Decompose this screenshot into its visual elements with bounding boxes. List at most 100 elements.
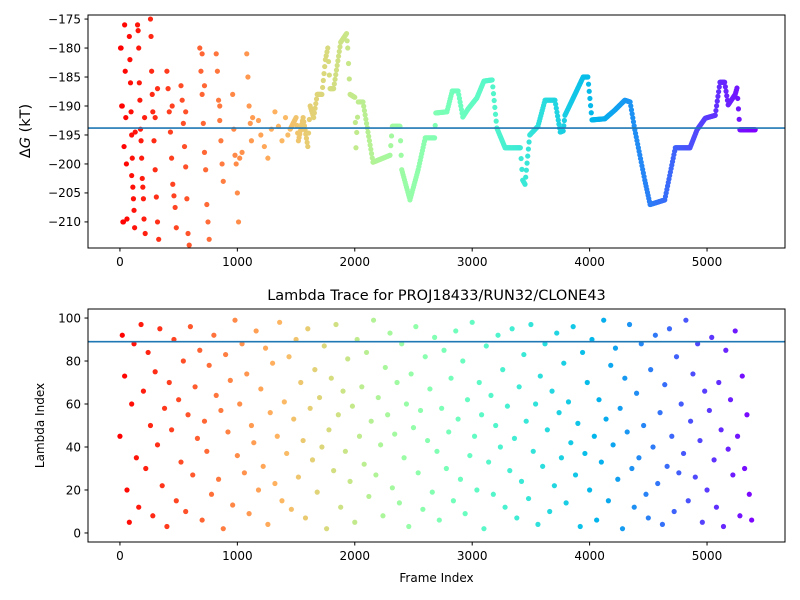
lambda-point [648,367,654,373]
x-tick-label: 4000 [574,255,605,269]
lambda-point [361,461,367,467]
delta-g-trace-point [628,107,635,113]
lambda-point [201,418,208,424]
lambda-point [673,354,680,360]
x-tick-label: 5000 [692,255,723,269]
delta-g-trace-point [523,167,529,173]
delta-g-point [215,97,222,103]
lambda-point [154,442,161,448]
lambda-point [392,431,398,437]
lambda-x-ticks: 0 1000 2000 3000 4000 5000 [116,542,722,563]
delta-g-trace-point [332,76,338,82]
lambda-point [347,478,353,484]
lambda-point [690,371,696,377]
lambda-point [582,450,588,457]
delta-g-trace-point [489,77,495,83]
delta-g-trace-point [367,142,373,148]
y-tick-label: 0 [73,526,81,540]
lambda-point [434,448,440,454]
delta-g-trace-point [301,119,307,125]
lambda-point [535,521,541,527]
lambda-point [441,347,447,353]
lambda-point [746,491,752,497]
y-tick-label: −190 [48,99,81,113]
lambda-point [422,354,428,360]
delta-g-trace-point [363,120,370,127]
delta-g-trace-point [321,70,327,77]
lambda-point [509,326,515,332]
delta-g-point [201,149,208,155]
lambda-point [180,358,186,364]
delta-g-point [130,196,137,202]
delta-g-trace-point [553,101,559,107]
lambda-point [678,401,684,407]
lambda-x-label: Frame Index [399,571,473,585]
delta-g-trace-point [552,97,558,103]
delta-g-trace-point [525,153,531,159]
lambda-point [150,513,156,519]
lambda-point [279,498,285,504]
lambda-point [145,349,151,356]
lambda-point [481,526,487,532]
delta-g-point [166,109,172,115]
lambda-point [335,412,341,418]
lambda-point [739,373,745,379]
lambda-point [737,513,743,519]
lambda-point [220,526,226,532]
lambda-point [572,472,579,478]
lambda-point [293,336,299,343]
lambda-point [394,379,400,386]
delta-g-point [246,103,252,109]
lambda-point [558,455,565,461]
delta-g-trace-point [630,115,636,121]
lambda-point [575,420,581,426]
lambda-point [157,326,163,332]
delta-g-trace-point [735,106,742,112]
delta-g-point [140,196,147,202]
lambda-point [549,388,555,394]
lambda-point [406,523,412,530]
lambda-point [124,487,130,493]
lambda-point [577,523,583,530]
delta-g-trace-point [344,38,350,44]
lambda-point [645,515,651,521]
delta-g-point [198,68,204,74]
lambda-point [453,328,459,334]
delta-g-y-ticks: −175 −180 −185 −190 −195 −200 −205 −210 [48,12,88,229]
lambda-point [669,433,675,439]
lambda-point [629,465,635,472]
lambda-point [389,485,395,491]
lambda-point [692,474,698,480]
delta-g-trace-point [304,139,310,146]
delta-g-trace-point [490,91,497,97]
lambda-point [331,468,337,474]
delta-g-point [118,45,124,51]
delta-g-trace-point [312,105,318,111]
lambda-point [176,397,182,403]
delta-g-trace-point [362,112,368,118]
lambda-point [232,317,238,323]
lambda-point [563,500,569,506]
delta-g-trace-point [313,96,320,102]
lambda-point [486,459,492,465]
x-tick-label: 5000 [692,549,723,563]
lambda-point [133,455,139,461]
delta-g-trace-point [345,60,352,67]
delta-g-point [183,109,189,115]
lambda-point [596,397,602,403]
lambda-point [230,502,236,508]
delta-g-trace-point [492,104,498,111]
delta-g-trace-point [361,107,368,114]
lambda-point [734,433,741,439]
delta-g-y-label: ΔG (kT) [18,104,34,158]
delta-g-trace-point [712,112,718,118]
x-tick-label: 0 [116,549,124,563]
lambda-point [143,465,149,472]
delta-g-point [235,219,242,225]
lambda-point [417,407,424,414]
lambda-point [288,506,294,512]
delta-g-trace-point [716,84,722,90]
lambda-point [399,341,405,347]
lambda-point [328,375,334,381]
lambda-point [272,480,278,487]
